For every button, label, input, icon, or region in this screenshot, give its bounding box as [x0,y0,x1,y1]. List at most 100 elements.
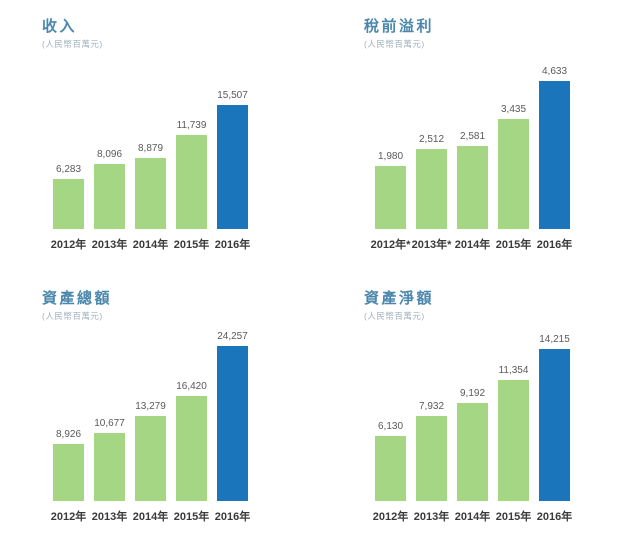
bar-value-label: 4,633 [541,66,568,77]
chart-net-assets: 資產淨額 (人民幣百萬元) 6,130 7,932 9,192 11,354 14,21… [364,290,640,524]
bar [176,396,207,501]
bar-highlight [217,105,248,229]
x-axis-label: 2016年 [214,511,251,523]
bar [53,179,84,229]
bar-column: 2,512 [411,134,452,229]
x-axis-label: 2014年 [454,239,491,251]
x-axis-label: 2016年 [214,239,251,251]
bar-highlight [217,346,248,501]
bar-value-label: 9,192 [459,388,486,399]
bar-highlight [539,349,570,501]
chart-profit-before-tax: 稅前溢利 (人民幣百萬元) 1,980 2,512 2,581 3,435 4,633 … [364,18,640,252]
bar [375,166,406,229]
bar [498,119,529,229]
bar-value-label: 1,980 [377,151,404,162]
bar-column: 16,420 [171,381,212,501]
bar [457,403,488,501]
bar-value-label: 3,435 [500,104,527,115]
bar-column: 8,879 [130,143,171,229]
bar-value-label: 16,420 [176,381,207,392]
bar-plot: 6,130 7,932 9,192 11,354 14,215 [364,326,640,501]
bar-column: 4,633 [534,66,575,229]
bar-value-label: 2,512 [418,134,445,145]
bar-column: 10,677 [89,418,130,501]
bar-value-label: 13,279 [135,401,166,412]
bar-column: 7,932 [411,401,452,501]
x-axis-label: 2014年 [132,239,169,251]
bar [375,436,406,501]
chart-total-assets: 資產總額 (人民幣百萬元) 8,926 10,677 13,279 16,420 24,… [42,290,342,524]
bar-value-label: 14,215 [539,334,570,345]
bar [498,380,529,501]
bar-value-label: 6,283 [55,164,82,175]
bar-column: 15,507 [212,90,253,229]
bar-column: 14,215 [534,334,575,501]
bar [416,416,447,501]
x-axis-label: 2012年 [372,511,409,523]
x-axis-label: 2015年 [173,511,210,523]
bar-highlight [539,81,570,229]
bar-value-label: 11,739 [176,120,207,131]
x-axis-label: 2013年 [413,511,450,523]
x-axis-label: 2014年 [454,511,491,523]
bar-plot: 1,980 2,512 2,581 3,435 4,633 [364,54,640,229]
x-axis-label: 2015年 [173,239,210,251]
chart-title: 稅前溢利 [364,18,435,35]
bar [94,433,125,501]
bar-value-label: 10,677 [94,418,125,429]
x-axis-label: 2012年 [50,239,87,251]
bar-column: 11,354 [493,365,534,501]
bar-column: 2,581 [452,131,493,229]
bar-column: 8,096 [89,149,130,229]
x-axis-label: 2013年 [91,239,128,251]
chart-title: 資產淨額 [364,290,435,307]
bar-value-label: 15,507 [217,90,248,101]
bar-value-label: 6,130 [377,421,404,432]
bar-value-label: 8,926 [55,429,82,440]
x-axis-label: 2015年 [495,239,532,251]
bar [176,135,207,229]
x-axis-label: 2014年 [132,511,169,523]
bar [135,158,166,229]
bar-value-label: 11,354 [498,365,529,376]
bar-column: 6,283 [48,164,89,229]
bar-plot: 8,926 10,677 13,279 16,420 24,257 [42,326,342,501]
bar-value-label: 8,879 [137,143,164,154]
chart-revenue: 收入 (人民幣百萬元) 6,283 8,096 8,879 11,739 15,507 … [42,18,342,252]
chart-subtitle: (人民幣百萬元) [364,311,425,321]
charts-grid: 收入 (人民幣百萬元) 6,283 8,096 8,879 11,739 15,507 … [42,18,640,524]
x-axis-label: 2012年* [370,239,411,251]
x-axis-label: 2012年 [50,511,87,523]
bar-column: 6,130 [370,421,411,501]
bar-column: 13,279 [130,401,171,501]
bar-column: 11,739 [171,120,212,229]
chart-title: 資產總額 [42,290,113,307]
x-axis-label: 2016年 [536,511,573,523]
bar-column: 9,192 [452,388,493,501]
bar [135,416,166,501]
bar-plot: 6,283 8,096 8,879 11,739 15,507 [42,54,342,229]
bar-column: 3,435 [493,104,534,229]
x-axis-labels: 2012年 2013年 2014年 2015年 2016年 [42,508,342,524]
x-axis-labels: 2012年 2013年 2014年 2015年 2016年 [364,508,640,524]
x-axis-label: 2013年* [411,239,452,251]
chart-title: 收入 [42,18,78,35]
bar [94,164,125,229]
chart-subtitle: (人民幣百萬元) [364,39,425,49]
x-axis-label: 2016年 [536,239,573,251]
x-axis-labels: 2012年 2013年 2014年 2015年 2016年 [42,236,342,252]
bar-value-label: 8,096 [96,149,123,160]
chart-subtitle: (人民幣百萬元) [42,311,103,321]
x-axis-labels: 2012年* 2013年* 2014年 2015年 2016年 [364,236,640,252]
bar-column: 24,257 [212,331,253,501]
bar [53,444,84,501]
bar-column: 8,926 [48,429,89,501]
bar-column: 1,980 [370,151,411,229]
bar [416,149,447,229]
bar-value-label: 24,257 [217,331,248,342]
x-axis-label: 2015年 [495,511,532,523]
bar [457,146,488,229]
x-axis-label: 2013年 [91,511,128,523]
bar-value-label: 2,581 [459,131,486,142]
